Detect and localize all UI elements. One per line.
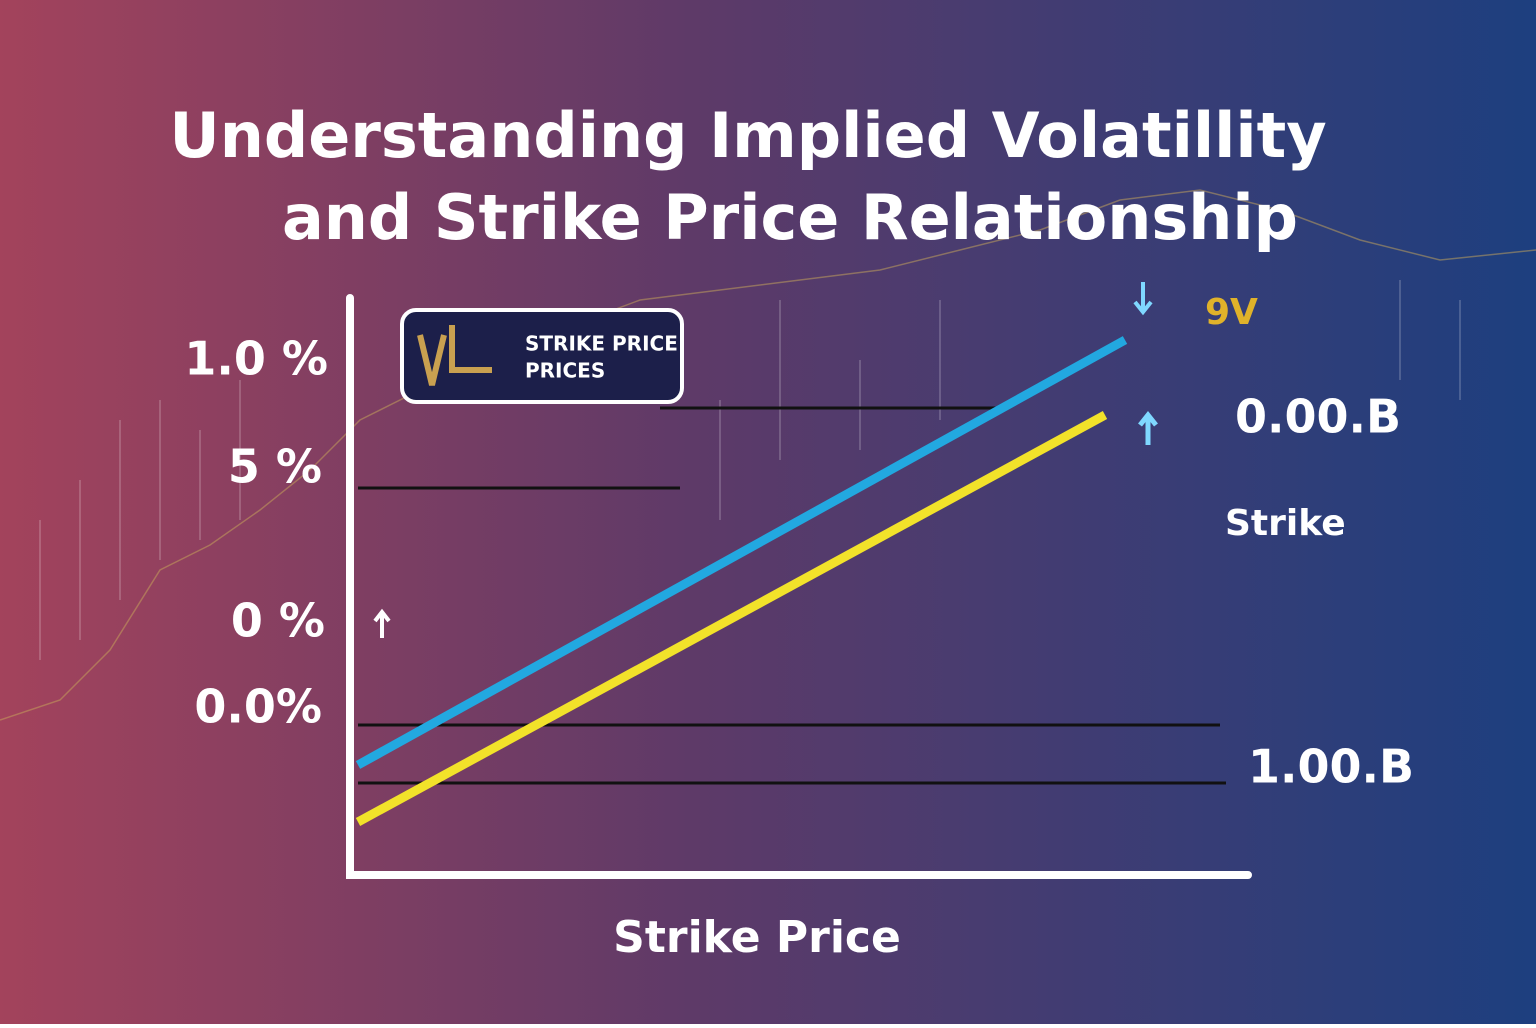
y-label: 1.0 % <box>184 332 328 386</box>
badge <box>400 308 684 404</box>
reference-lines <box>358 406 1226 785</box>
arrow-icon <box>373 608 391 638</box>
y-label: 0.0% <box>194 680 322 734</box>
badge-text: STRIKE PRICE <box>525 332 678 356</box>
arrow-icon <box>1133 282 1153 316</box>
badge-text: PRICES <box>525 359 605 383</box>
background-candles <box>39 280 1461 660</box>
arrow-icon <box>1138 410 1158 445</box>
right-label: 9V <box>1205 292 1258 333</box>
right-label: Strike <box>1225 503 1346 544</box>
y-label: 0 % <box>231 594 325 648</box>
yellow-line <box>355 411 1108 826</box>
x-axis-label: Strike Price <box>613 912 901 963</box>
y-label: 5 % <box>228 440 322 494</box>
background-trend <box>0 189 1536 721</box>
badge-icon <box>417 325 492 386</box>
right-label: 1.00.B <box>1248 740 1414 794</box>
blue-line <box>355 336 1128 769</box>
title-line: and Strike Price Relationship <box>282 181 1298 254</box>
axes <box>346 294 1252 879</box>
right-label: 0.00.B <box>1235 390 1401 444</box>
title-line: Understanding Implied Volatillity <box>169 99 1326 172</box>
